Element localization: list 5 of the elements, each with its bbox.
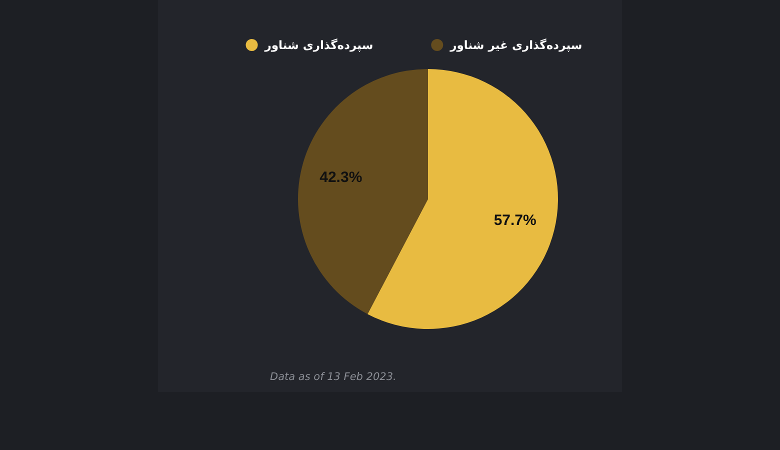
legend-label: سپرده‌گذاری شناور <box>264 38 374 52</box>
text: Data as of 13 Feb 2023. <box>270 371 396 383</box>
data-label: 57.7% <box>494 212 536 229</box>
legend-label: سپرده‌گذاری غیر شناور <box>449 38 582 52</box>
data-label: 42.3% <box>320 169 362 186</box>
